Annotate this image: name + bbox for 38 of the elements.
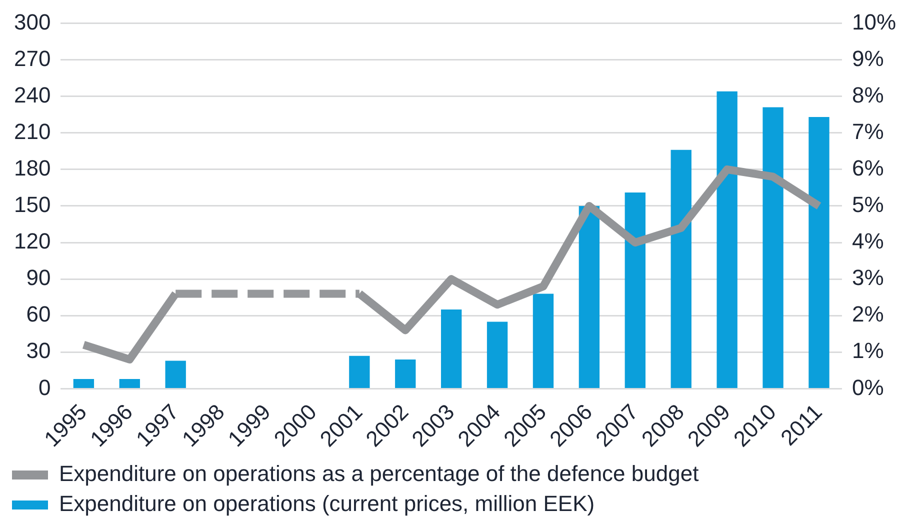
y2-tick-label: 5% xyxy=(852,192,884,218)
bar xyxy=(349,356,370,388)
bar xyxy=(440,310,462,388)
bar xyxy=(624,192,646,388)
y2-tick-label: 4% xyxy=(852,228,884,254)
y2-tick-label: 10% xyxy=(852,9,896,34)
bar xyxy=(73,378,94,388)
y-tick-label: 120 xyxy=(14,228,51,254)
bar xyxy=(578,206,600,388)
bar xyxy=(119,378,140,388)
y-tick-label: 180 xyxy=(14,155,51,180)
y2-tick-label: 9% xyxy=(852,46,884,71)
bar xyxy=(808,117,830,388)
y2-tick-label: 6% xyxy=(852,155,884,180)
y2-tick-label: 1% xyxy=(852,338,884,364)
y-tick-label: 30 xyxy=(26,338,51,364)
y2-tick-label: 0% xyxy=(852,374,884,400)
bar xyxy=(486,322,508,388)
bar xyxy=(395,359,416,388)
y-tick-label: 150 xyxy=(14,192,51,218)
y2-tick-label: 2% xyxy=(852,302,884,327)
bar xyxy=(670,150,692,388)
bar xyxy=(532,294,554,388)
y-tick-label: 210 xyxy=(14,118,51,144)
bar xyxy=(762,107,784,388)
legend-label: Expenditure on operations (current prices, million EEK) xyxy=(59,491,595,516)
y-tick-label: 60 xyxy=(26,302,51,327)
y2-tick-label: 7% xyxy=(852,118,884,144)
y-tick-label: 300 xyxy=(14,9,51,34)
y2-tick-label: 8% xyxy=(852,82,884,108)
y2-tick-label: 3% xyxy=(852,265,884,290)
legend-label: Expenditure on operations as a percentage of the defence budget xyxy=(59,461,699,486)
y-tick-label: 240 xyxy=(14,82,51,108)
y-tick-label: 270 xyxy=(14,46,51,71)
bar xyxy=(165,360,186,388)
y-tick-label: 0 xyxy=(38,374,51,400)
y-tick-label: 90 xyxy=(26,265,51,290)
bar xyxy=(716,91,738,388)
